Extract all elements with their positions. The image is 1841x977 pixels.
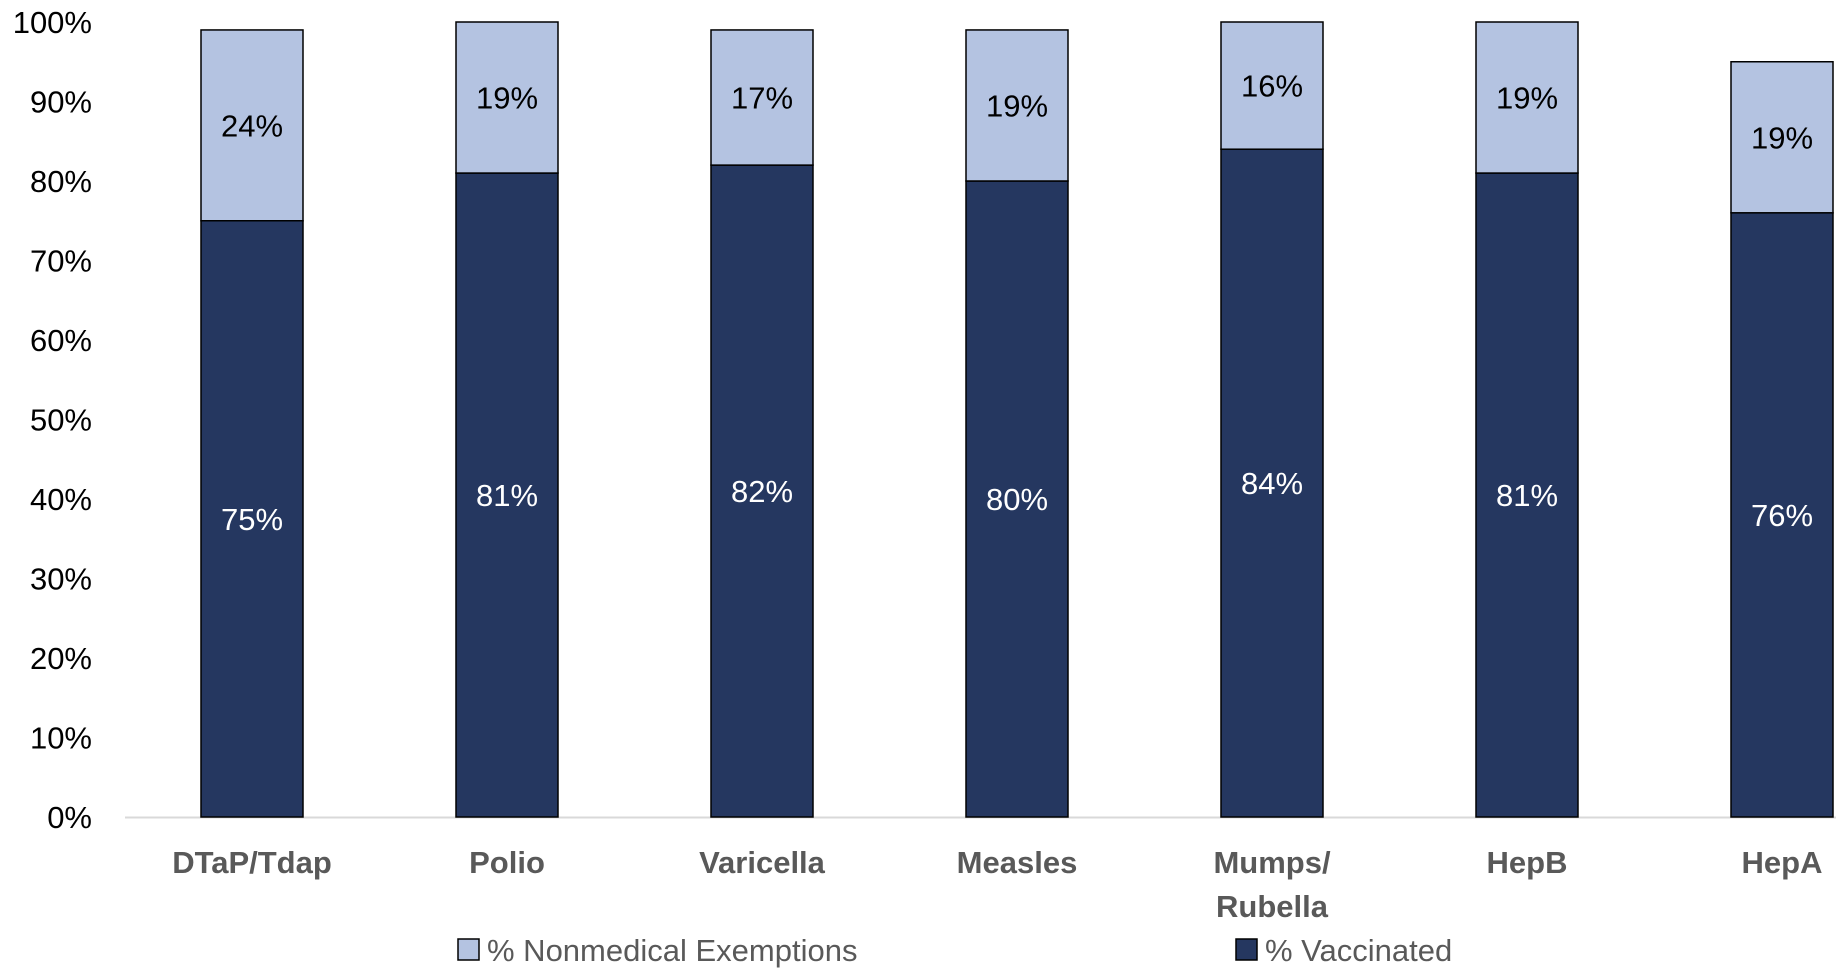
x-tick-label: Mumps/Rubella	[1213, 845, 1331, 924]
bar-segment-exemptions	[1475, 21, 1579, 174]
y-tick-label: 90%	[30, 85, 92, 120]
data-label: 19%	[476, 81, 538, 116]
y-axis-ticks: 0% 10% 20% 30% 40% 50% 60% 70% 80% 90% 100%	[13, 5, 92, 835]
y-tick-label: 10%	[30, 721, 92, 756]
x-tick-label: HepB	[1487, 845, 1568, 880]
y-tick-label: 30%	[30, 562, 92, 597]
data-label: 19%	[1496, 81, 1558, 116]
y-tick-label: 50%	[30, 403, 92, 438]
x-tick-label: Measles	[957, 845, 1078, 880]
data-label: 75%	[221, 502, 283, 537]
legend-label: % Vaccinated	[1265, 933, 1452, 968]
bar-segment-vaccinated	[1475, 172, 1579, 818]
x-tick-label: DTaP/Tdap	[172, 845, 332, 880]
y-tick-label: 100%	[13, 5, 92, 40]
bar-segment-vaccinated	[1730, 212, 1834, 818]
y-tick-label: 0%	[47, 800, 92, 835]
data-label: 76%	[1751, 498, 1813, 533]
data-label: 19%	[986, 88, 1048, 123]
bar-segment-exemptions	[455, 21, 559, 174]
data-label: 84%	[1241, 466, 1303, 501]
y-tick-label: 70%	[30, 244, 92, 279]
data-label: 19%	[1751, 120, 1813, 155]
y-tick-label: 40%	[30, 482, 92, 517]
bar-segment-exemptions	[710, 29, 814, 166]
legend-swatch	[1235, 938, 1258, 961]
legend: % Nonmedical Exemptions % Vaccinated	[457, 933, 1452, 968]
x-axis-ticks: DTaP/Tdap Polio Varicella Measles Mumps/Rube…	[172, 845, 1822, 924]
bar-segment-exemptions	[1220, 21, 1324, 150]
legend-label: % Nonmedical Exemptions	[487, 933, 857, 968]
legend-swatch	[457, 938, 480, 961]
data-label: 81%	[476, 478, 538, 513]
y-tick-label: 80%	[30, 164, 92, 199]
bar-segment-exemptions	[1730, 61, 1834, 214]
data-label: 16%	[1241, 69, 1303, 104]
bar-segment-vaccinated	[1220, 148, 1324, 818]
y-tick-label: 20%	[30, 641, 92, 676]
x-tick-label: Polio	[469, 845, 545, 880]
data-label: 80%	[986, 482, 1048, 517]
x-tick-label: Varicella	[699, 845, 826, 880]
y-tick-label: 60%	[30, 323, 92, 358]
bar-group: 75% 24% 81% 19% 82% 17% 80% 19% 84% 16% 81% 19% 76% 1…	[200, 21, 1834, 818]
data-label: 81%	[1496, 478, 1558, 513]
data-label: 17%	[731, 81, 793, 116]
bar-segment-exemptions	[200, 29, 304, 222]
bar-segment-vaccinated	[965, 180, 1069, 818]
bar-segment-vaccinated	[200, 220, 304, 818]
bar-segment-exemptions	[965, 29, 1069, 182]
bar-segment-vaccinated	[455, 172, 559, 818]
data-label: 82%	[731, 474, 793, 509]
x-tick-label: HepA	[1742, 845, 1823, 880]
bar-segment-vaccinated	[710, 164, 814, 818]
data-label: 24%	[221, 108, 283, 143]
